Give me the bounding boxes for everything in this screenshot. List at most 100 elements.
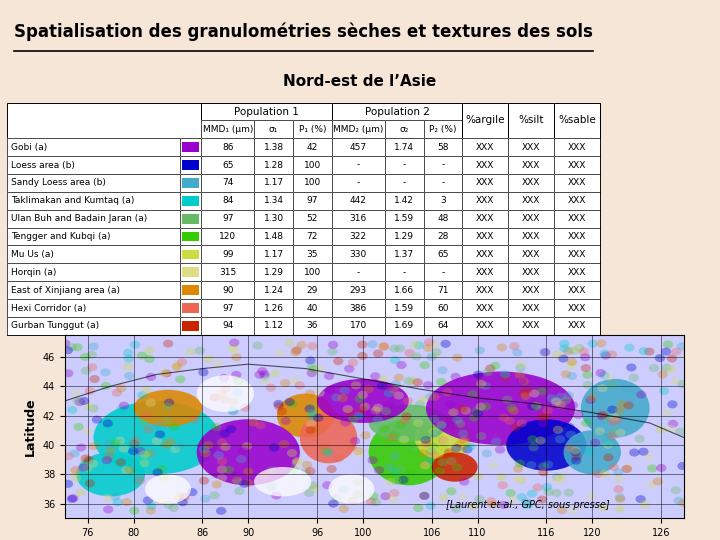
Ellipse shape	[379, 342, 389, 350]
Ellipse shape	[638, 448, 649, 456]
Ellipse shape	[63, 346, 73, 354]
Bar	[201, 103, 254, 120]
Ellipse shape	[366, 410, 376, 418]
Ellipse shape	[639, 347, 649, 355]
Ellipse shape	[508, 407, 519, 415]
Ellipse shape	[544, 488, 554, 496]
Ellipse shape	[85, 480, 95, 488]
Ellipse shape	[333, 454, 344, 462]
Bar	[293, 246, 332, 264]
Bar	[384, 264, 423, 281]
Ellipse shape	[581, 364, 591, 372]
Ellipse shape	[253, 342, 263, 349]
Bar	[201, 138, 254, 156]
Ellipse shape	[122, 498, 132, 506]
Bar	[554, 156, 600, 174]
Bar	[332, 120, 384, 138]
Ellipse shape	[302, 461, 312, 469]
Ellipse shape	[433, 450, 444, 458]
Bar	[293, 138, 332, 156]
Ellipse shape	[500, 370, 510, 379]
Bar	[293, 299, 332, 317]
Bar	[554, 210, 600, 228]
Bar	[332, 120, 384, 138]
Ellipse shape	[174, 494, 184, 502]
Bar	[384, 138, 423, 156]
Ellipse shape	[677, 342, 687, 350]
Text: 29: 29	[307, 286, 318, 295]
Bar	[254, 317, 293, 335]
Bar	[201, 317, 254, 335]
Ellipse shape	[564, 444, 575, 452]
Bar	[384, 299, 423, 317]
Ellipse shape	[266, 383, 276, 392]
Bar	[7, 103, 180, 120]
Ellipse shape	[145, 399, 156, 407]
Ellipse shape	[269, 443, 279, 451]
Ellipse shape	[568, 401, 578, 409]
Bar	[554, 192, 600, 210]
Bar	[423, 210, 462, 228]
Ellipse shape	[506, 404, 517, 412]
Ellipse shape	[178, 498, 188, 507]
Bar	[293, 317, 332, 335]
Ellipse shape	[341, 418, 351, 427]
Ellipse shape	[276, 407, 287, 415]
Bar	[254, 228, 293, 246]
Bar	[180, 192, 201, 210]
Ellipse shape	[472, 407, 482, 415]
Ellipse shape	[451, 444, 462, 452]
Bar	[182, 249, 199, 259]
Ellipse shape	[459, 438, 469, 446]
Bar	[254, 120, 293, 138]
Ellipse shape	[367, 456, 378, 464]
Ellipse shape	[441, 340, 451, 348]
Ellipse shape	[629, 449, 639, 457]
Bar	[7, 281, 180, 299]
Ellipse shape	[229, 346, 239, 354]
Ellipse shape	[168, 504, 179, 512]
Bar	[293, 317, 332, 335]
Bar	[201, 317, 254, 335]
Bar	[554, 299, 600, 317]
Text: 74: 74	[222, 179, 233, 187]
Bar	[423, 246, 462, 264]
Bar	[293, 156, 332, 174]
Bar	[384, 156, 423, 174]
Bar	[7, 317, 180, 335]
Ellipse shape	[384, 401, 394, 409]
Ellipse shape	[390, 356, 400, 364]
Ellipse shape	[469, 414, 479, 422]
Ellipse shape	[79, 397, 89, 405]
Ellipse shape	[581, 379, 649, 437]
Bar	[462, 120, 508, 138]
Bar	[7, 192, 180, 210]
Ellipse shape	[670, 486, 681, 494]
Ellipse shape	[429, 393, 440, 401]
Ellipse shape	[593, 470, 603, 478]
Ellipse shape	[279, 440, 289, 448]
Bar	[554, 174, 600, 192]
Ellipse shape	[305, 356, 315, 365]
Ellipse shape	[231, 371, 241, 379]
Ellipse shape	[324, 372, 334, 380]
Ellipse shape	[603, 439, 614, 447]
Bar	[508, 246, 554, 264]
Bar	[7, 281, 180, 299]
Ellipse shape	[533, 483, 543, 491]
Ellipse shape	[527, 435, 538, 443]
Ellipse shape	[405, 349, 415, 357]
Bar	[7, 228, 180, 246]
Ellipse shape	[338, 505, 349, 513]
Text: XXX: XXX	[522, 197, 540, 205]
Ellipse shape	[438, 458, 448, 467]
Ellipse shape	[552, 489, 562, 497]
Ellipse shape	[76, 489, 86, 497]
Bar	[254, 138, 293, 156]
Ellipse shape	[228, 407, 238, 415]
Bar	[423, 264, 462, 281]
Ellipse shape	[531, 403, 541, 411]
Bar	[180, 138, 201, 156]
Text: 42: 42	[307, 143, 318, 152]
Text: 90: 90	[222, 286, 233, 295]
